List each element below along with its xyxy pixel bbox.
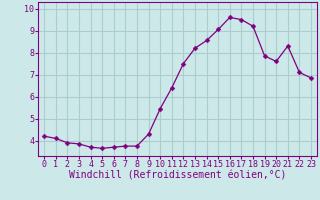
X-axis label: Windchill (Refroidissement éolien,°C): Windchill (Refroidissement éolien,°C) bbox=[69, 171, 286, 181]
